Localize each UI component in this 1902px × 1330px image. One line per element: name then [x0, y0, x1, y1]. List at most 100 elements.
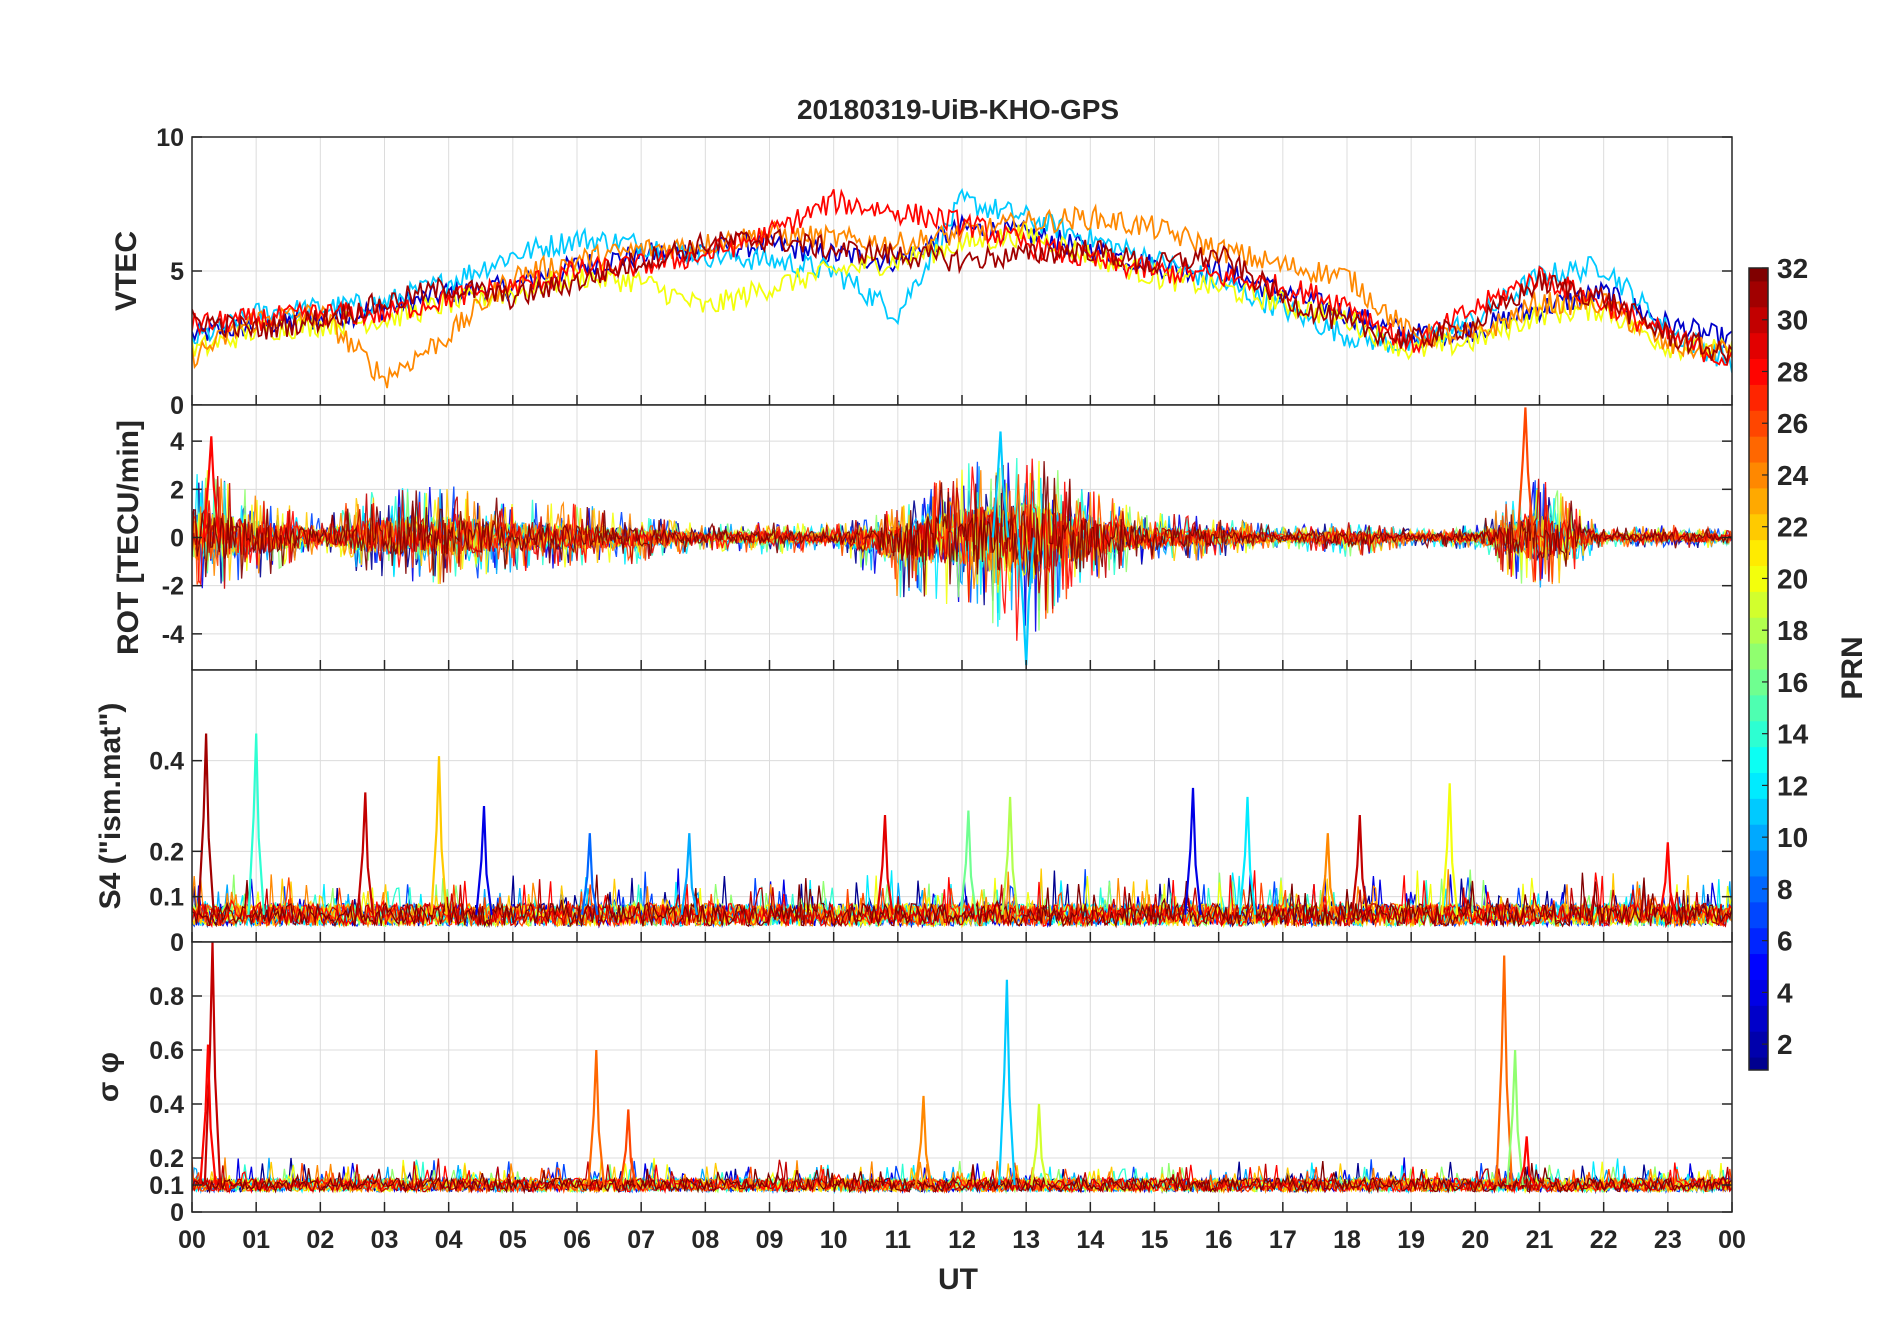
xtick-label: 18 [1333, 1226, 1361, 1254]
colorbar-band [1749, 772, 1768, 799]
colorbar-tick-label: 22 [1777, 512, 1808, 543]
ytick-label-vtec: 10 [156, 124, 184, 152]
colorbar-band [1749, 669, 1768, 696]
ytick-label-sigma_phi: 0 [170, 1199, 184, 1227]
colorbar-band [1749, 306, 1768, 334]
xtick-label: 17 [1269, 1226, 1297, 1254]
colorbar-band [1749, 539, 1768, 567]
ytick-label-sigma_phi: 0.4 [149, 1091, 184, 1119]
colorbar-band [1749, 927, 1768, 955]
data-s4 [192, 733, 1732, 929]
x-axis-label: UT [938, 1263, 978, 1296]
data-rot [192, 407, 1732, 666]
colorbar-band [1749, 410, 1768, 437]
colorbar-band [1749, 487, 1768, 515]
baseline-series-prn-30 [192, 879, 1732, 929]
colorbar-band [1749, 798, 1768, 825]
colorbar-band [1749, 436, 1768, 463]
ytick-label-rot: 0 [170, 525, 184, 553]
colorbar-tick-label: 4 [1777, 977, 1793, 1008]
ytick-label-sigma_phi: 0.8 [149, 983, 184, 1011]
xtick-label: 15 [1141, 1226, 1169, 1254]
panel-sigma_phi: 00.10.2 0.4 0.6 0.8 σ φ [92, 941, 1733, 1227]
ytick-label-rot: -4 [162, 621, 184, 649]
xtick-label: 08 [691, 1226, 719, 1254]
peak-sigma_phi-prn-25 [1495, 955, 1513, 1186]
xtick-label: 22 [1590, 1226, 1618, 1254]
vtec-series-prn-28 [192, 188, 1732, 366]
xtick-label: 12 [948, 1226, 976, 1254]
colorbar-band [1749, 462, 1768, 489]
colorbar-band [1749, 1031, 1768, 1058]
ytick-label-sigma_phi: 0.2 [149, 1145, 184, 1173]
colorbar-label: PRN [1836, 636, 1869, 699]
xtick-label: 06 [563, 1226, 591, 1254]
peak-s4-prn-31 [197, 733, 215, 915]
colorbar-tick-label: 24 [1777, 460, 1809, 491]
peak-s4-prn-24 [1318, 833, 1337, 916]
xtick-label: 03 [371, 1226, 399, 1254]
peak-s4-prn-30 [356, 792, 375, 915]
xtick-label: 13 [1012, 1226, 1040, 1254]
peak-s4-prn-12 [1238, 796, 1257, 915]
xtick-label: 11 [885, 1226, 912, 1254]
panel-s4: 0 0.1 0.2 0.4 S4 ("ism.mat") [94, 669, 1733, 957]
peak-sigma_phi-prn-17 [1506, 1049, 1524, 1186]
colorbar-band [1749, 850, 1768, 877]
ylabel-s4: S4 ("ism.mat") [94, 703, 127, 910]
peak-sigma_phi-prn-28 [1517, 1136, 1536, 1186]
colorbar-band [1749, 875, 1768, 903]
xtick-label: 16 [1205, 1226, 1233, 1254]
peak-s4-prn-14 [247, 733, 265, 915]
xtick-label: 14 [1076, 1226, 1104, 1254]
colorbar-band [1749, 720, 1768, 748]
colorbar-band [1749, 358, 1768, 385]
peak-sigma_phi-prn-24 [914, 1095, 933, 1186]
xtick-label: 07 [627, 1226, 655, 1254]
xtick-label: 10 [820, 1226, 848, 1254]
peak-sigma_phi-prn-11 [998, 979, 1016, 1186]
baseline-series-prn-32 [192, 1161, 1732, 1195]
peak-s4-prn-4 [475, 805, 493, 915]
xtick-label: 05 [499, 1226, 527, 1254]
colorbar-tick-label: 26 [1777, 408, 1808, 439]
vtec-series-prn-31 [192, 227, 1732, 366]
vtec-series-prn-24 [192, 203, 1732, 389]
xtick-label: 23 [1654, 1226, 1682, 1254]
peak-s4-prn-18 [1001, 796, 1019, 915]
colorbar-frame [1748, 267, 1769, 1071]
chart-title: 20180319-UiB-KHO-GPS [797, 94, 1119, 125]
peak-rot-prn-28 [202, 436, 220, 538]
colorbar-band [1749, 979, 1768, 1006]
ytick-label-s4: 0 [170, 929, 184, 957]
colorbar-band [1749, 824, 1768, 851]
xtick-label: 21 [1526, 1226, 1554, 1254]
colorbar-tick-label: 16 [1777, 667, 1808, 698]
ytick-label-s4: 0.2 [149, 838, 184, 866]
peak-sigma_phi-prn-19 [1030, 1103, 1048, 1186]
data-vtec [192, 187, 1732, 389]
ytick-label-vtec: 5 [170, 258, 184, 286]
ytick-label-sigma_phi: 0.1 [149, 1172, 184, 1200]
xtick-label: 01 [242, 1226, 270, 1254]
colorbar-band [1749, 901, 1768, 929]
ylabel-vtec: VTEC [110, 231, 143, 311]
colorbar-band [1749, 565, 1768, 592]
x-axis: 00 01 02 03 04 05 06 07 08 09 10 11 12 13 14 15 16 17 18 19… [178, 1226, 1746, 1254]
peak-sigma_phi-prn-26 [619, 1109, 638, 1186]
ylabel-sigma_phi: σ φ [92, 1052, 125, 1102]
colorbar-tick-label: 28 [1777, 356, 1808, 387]
panel-vtec: 0 5 10 VTEC [110, 124, 1733, 420]
colorbar-band [1749, 746, 1768, 773]
rot-series-prn-32 [192, 461, 1732, 597]
colorbar-band [1749, 384, 1768, 411]
xtick-label: 09 [756, 1226, 784, 1254]
ytick-label-rot: -2 [162, 573, 184, 601]
colorbar-tick-label: 14 [1777, 719, 1809, 750]
colorbar-band [1749, 268, 1768, 282]
colorbar-band [1749, 643, 1768, 670]
ytick-label-rot: 2 [170, 476, 184, 504]
colorbar-band [1749, 953, 1768, 980]
colorbar-tick-label: 12 [1777, 770, 1808, 801]
